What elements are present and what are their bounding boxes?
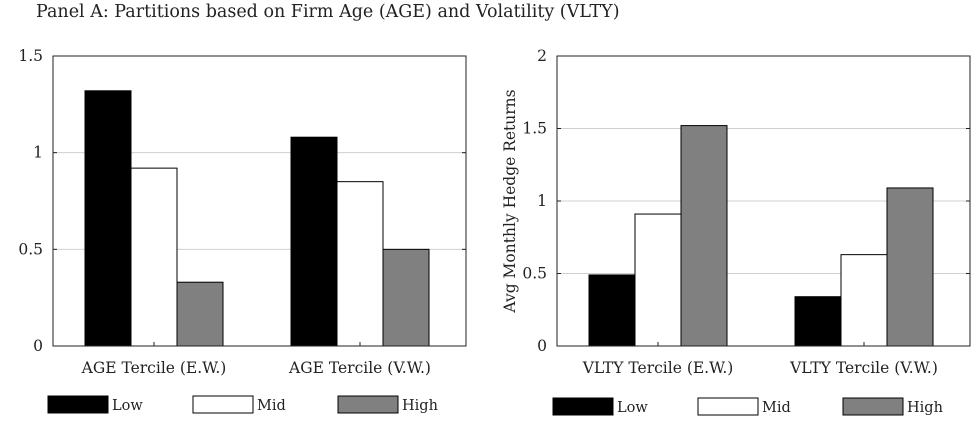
y-tick-label: 2 (537, 47, 547, 65)
y-tick-label: 1 (33, 144, 43, 162)
bar-high-age-tercile-v-w (382, 248, 430, 347)
legend-swatch-mid (192, 395, 254, 414)
bar-low-age-tercile-e-w (84, 90, 132, 347)
bar-low-age-tercile-v-w (290, 136, 338, 347)
x-tick-label-age-tercile-v-w: AGE Tercile (V.W.) (288, 359, 431, 377)
legend-label-low: Low (617, 400, 648, 416)
x-tick-label-vlty-tercile-e-w: VLTY Tercile (E.W.) (582, 359, 734, 377)
x-tick-label-age-tercile-e-w: AGE Tercile (E.W.) (81, 359, 227, 377)
chart-age: 0 0.5 1 1.5 AGE Tercile (E.W.) AGE Tercile (V… (18, 47, 467, 414)
legend-swatch-high (337, 395, 399, 414)
chart-vlty: 0 0.5 1 1.5 2 VLTY Tercile (E.W.) VLTY Tercile… (501, 47, 971, 416)
legend-swatch-low (47, 395, 109, 414)
legend-label-high: High (907, 400, 943, 416)
bar-high-age-tercile-e-w (176, 281, 224, 347)
axes-frame (52, 55, 467, 347)
legend-swatch-low (552, 397, 614, 416)
y-tick-label: 1.5 (18, 47, 43, 65)
bar-low-vlty-tercile-e-w (588, 274, 636, 347)
bar-high-vlty-tercile-v-w (886, 187, 934, 347)
legend-label-mid: Mid (257, 398, 286, 414)
bar-mid-age-tercile-e-w (130, 167, 178, 347)
bar-high-vlty-tercile-e-w (680, 125, 728, 347)
legend-label-mid: Mid (762, 400, 791, 416)
x-tick-label-vlty-tercile-v-w: VLTY Tercile (V.W.) (789, 359, 938, 377)
y-tick-label: 1.5 (522, 120, 547, 138)
y-tick-label: 0.5 (522, 265, 547, 283)
y-axis-label: Avg Monthly Hedge Returns (501, 89, 519, 313)
y-tick-label: 1 (537, 192, 547, 210)
y-tick-label: 0 (537, 337, 547, 355)
legend-label-high: High (402, 398, 438, 414)
y-tick-label: 0.5 (18, 240, 43, 258)
y-tick-label: 0 (33, 337, 43, 355)
panel-title: Panel A: Partitions based on Firm Age (A… (36, 2, 620, 22)
bar-low-vlty-tercile-v-w (794, 296, 842, 347)
legend-label-low: Low (112, 398, 143, 414)
legend-swatch-high (842, 397, 904, 416)
bar-mid-age-tercile-v-w (336, 181, 384, 347)
bar-mid-vlty-tercile-v-w (840, 254, 888, 347)
legend-swatch-mid (697, 397, 759, 416)
bar-mid-vlty-tercile-e-w (634, 213, 682, 347)
